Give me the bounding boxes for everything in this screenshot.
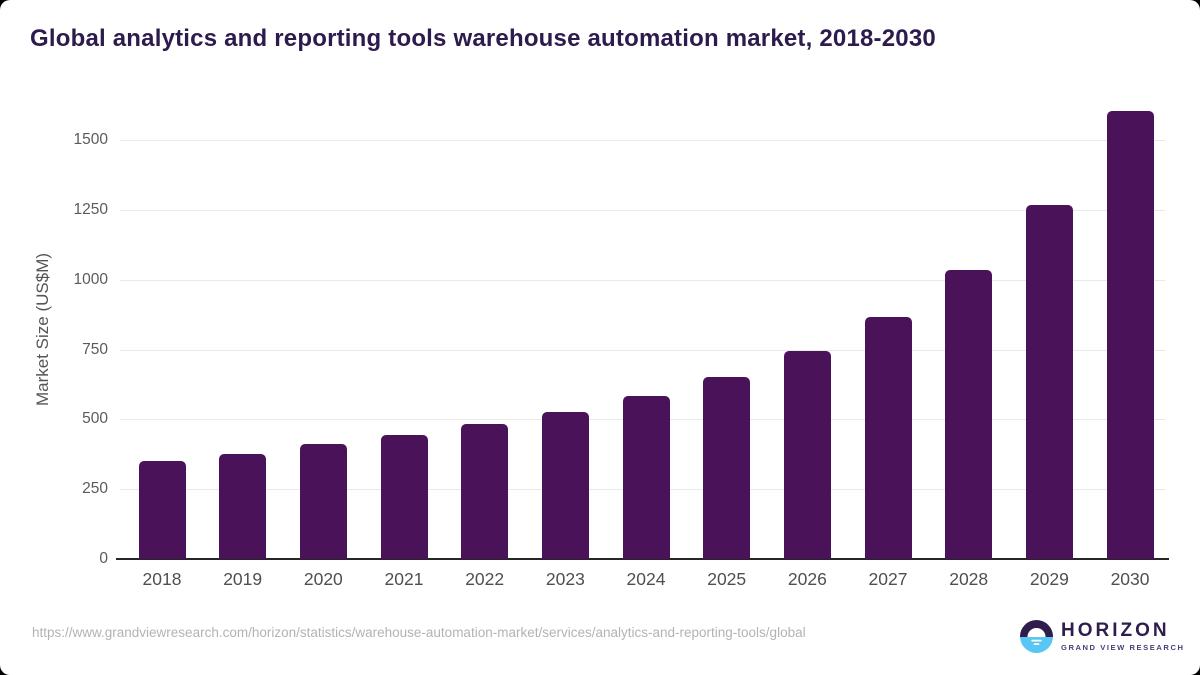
x-tick-label-2025: 2025: [707, 569, 747, 589]
gridline-1000: [120, 279, 1165, 281]
x-tick-label-2024: 2024: [626, 569, 666, 589]
logo-text-block: HORIZON GRAND VIEW RESEARCH: [1061, 621, 1185, 652]
y-tick-label-1000: 1000: [73, 270, 108, 288]
y-tick-label-500: 500: [82, 410, 108, 428]
bar-2029: [1025, 204, 1073, 559]
gridline-750: [120, 349, 1165, 351]
bar-2022: [461, 423, 509, 559]
x-tick-label-2022: 2022: [465, 569, 505, 589]
chart-title: Global analytics and reporting tools war…: [30, 25, 936, 52]
bar-2018: [138, 461, 186, 559]
y-axis-title: Market Size (US$M): [33, 252, 52, 407]
x-tick-label-2023: 2023: [545, 569, 585, 589]
bar-2030: [1106, 110, 1154, 559]
horizon-sunrise-icon: [1020, 620, 1053, 653]
bar-2019: [219, 453, 267, 559]
bar-2025: [703, 376, 751, 559]
x-tick-label-2018: 2018: [142, 569, 182, 589]
x-tick-label-2020: 2020: [303, 569, 343, 589]
bar-2024: [622, 396, 670, 559]
logo-brand: HORIZON: [1061, 620, 1170, 641]
bar-chart-plot-area: 0 250 500 750 1000 1250 1500 2018 2019 2020 2021 20…: [74, 100, 1169, 589]
gridline-1500: [120, 140, 1165, 142]
x-tick-label-2021: 2021: [384, 569, 424, 589]
x-tick-label-2019: 2019: [223, 569, 263, 589]
bar-2023: [541, 411, 589, 559]
y-tick-label-1500: 1500: [73, 131, 108, 149]
x-tick-label-2030: 2030: [1110, 569, 1150, 589]
y-tick-label-1250: 1250: [73, 201, 108, 219]
x-tick-label-2026: 2026: [787, 569, 827, 589]
source-url: https://www.grandviewresearch.com/horizo…: [32, 625, 806, 640]
y-tick-label-250: 250: [82, 480, 108, 498]
x-tick-label-2028: 2028: [949, 569, 989, 589]
y-tick-label-750: 750: [82, 340, 108, 358]
x-axis-line: [116, 558, 1169, 560]
logo-subbrand: GRAND VIEW RESEARCH: [1061, 643, 1185, 652]
bar-2027: [864, 317, 912, 559]
x-tick-label-2029: 2029: [1029, 569, 1069, 589]
horizon-logo: HORIZON GRAND VIEW RESEARCH: [1020, 620, 1185, 653]
bar-2021: [380, 434, 428, 559]
bar-2028: [945, 269, 993, 559]
y-tick-label-0: 0: [99, 550, 108, 567]
x-tick-label-2027: 2027: [868, 569, 908, 589]
gridline-1250: [120, 210, 1165, 212]
bar-2020: [299, 444, 347, 559]
bar-2026: [783, 351, 831, 559]
